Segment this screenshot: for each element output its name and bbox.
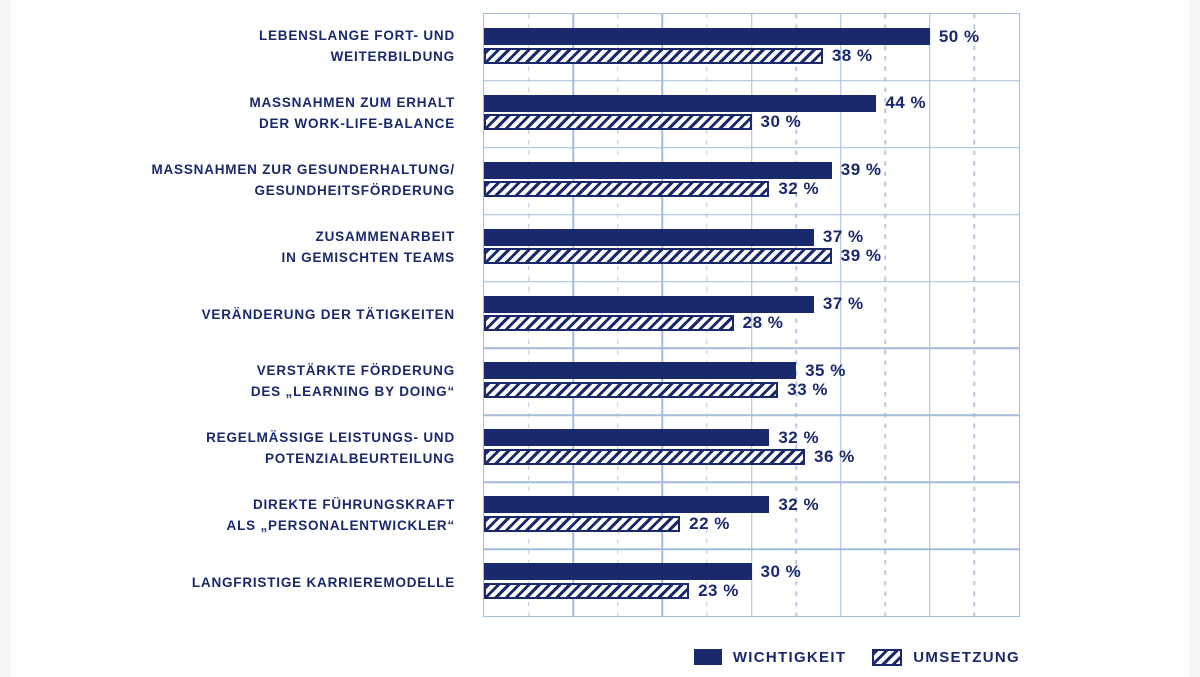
implementation-bar <box>484 515 681 532</box>
importance-bar <box>484 161 832 179</box>
importance-value: 35 % <box>805 360 846 380</box>
legend-hatched-swatch-icon <box>872 648 903 666</box>
implementation-bar <box>484 47 823 64</box>
bar-row: 30 % 23 % <box>484 549 1019 616</box>
category-label: LANGFRISTIGE KARRIEREMODELLE <box>191 574 455 590</box>
gridline-solid <box>750 14 753 616</box>
category-label: ZUSAMMENARBEIT IN GEMISCHTEN TEAMS <box>281 228 455 265</box>
importance-bar <box>484 228 814 246</box>
importance-value: 32 % <box>778 427 820 447</box>
label-row: VERSTÄRKTE FÖRDERUNG DES „LEARNING BY DO… <box>0 349 455 416</box>
row-separator <box>484 347 1019 350</box>
page-edge-strip-right <box>1189 0 1200 677</box>
legend-label-wichtigkeit: WICHTIGKEIT <box>732 648 847 666</box>
implementation-value: 22 % <box>689 513 730 533</box>
importance-value: 44 % <box>885 93 927 113</box>
label-row: DIREKTE FÜHRUNGSKRAFT ALS „PERSONALENTWI… <box>0 483 455 550</box>
importance-value: 30 % <box>760 561 802 581</box>
category-label: VERSTÄRKTE FÖRDERUNG DES „LEARNING BY DO… <box>250 363 455 400</box>
implementation-bar <box>484 582 690 599</box>
gridline-solid <box>572 14 574 616</box>
importance-bar <box>484 295 814 313</box>
row-separator <box>484 280 1019 283</box>
gridline-solid <box>839 14 842 616</box>
implementation-bar <box>484 315 734 332</box>
implementation-value: 23 % <box>698 580 739 600</box>
bar-row: 35 % 33 % <box>484 348 1019 415</box>
label-row: REGELMÄSSIGE LEISTUNGS- UND POTENZIALBEU… <box>0 416 455 483</box>
bar-row: 39 % 32 % <box>484 148 1019 215</box>
category-label: VERÄNDERUNG DER TÄTIGKEITEN <box>201 306 455 322</box>
implementation-bar <box>484 114 752 131</box>
importance-bar <box>484 362 797 380</box>
gridline-dashed <box>795 14 797 616</box>
row-separator <box>484 80 1019 82</box>
label-row: LANGFRISTIGE KARRIEREMODELLE <box>0 550 455 617</box>
category-label: REGELMÄSSIGE LEISTUNGS- UND POTENZIALBEU… <box>206 430 455 467</box>
bar-row: 37 % 28 % <box>484 282 1019 349</box>
implementation-bar <box>484 381 779 398</box>
category-label: DIREKTE FÜHRUNGSKRAFT ALS „PERSONALENTWI… <box>226 497 455 534</box>
chart-plot-area: 50 % 38 % 44 % 30 % 39 % 32 % 37 % 39 % 37 % 28 %… <box>483 13 1020 617</box>
importance-bar <box>484 496 770 514</box>
implementation-bar <box>484 181 770 198</box>
importance-value: 37 % <box>822 227 864 247</box>
label-row: MASSNAHMEN ZUM ERHALT DER WORK-LIFE-BALA… <box>0 80 455 147</box>
legend: WICHTIGKEIT UMSETZUNG <box>483 647 1020 667</box>
category-label: MASSNAHMEN ZUR GESUNDERHALTUNG/ GESUNDHE… <box>151 161 455 198</box>
row-separator <box>484 548 1019 550</box>
implementation-value: 32 % <box>778 179 820 199</box>
importance-value: 50 % <box>938 26 980 46</box>
label-row: ZUSAMMENARBEIT IN GEMISCHTEN TEAMS <box>0 214 455 281</box>
category-label-column: LEBENSLANGE FORT- UND WEITERBILDUNG MASSN… <box>0 13 455 617</box>
row-separator <box>484 481 1019 483</box>
category-label: LEBENSLANGE FORT- UND WEITERBILDUNG <box>258 27 455 64</box>
gridline-dashed <box>617 14 619 616</box>
legend-item-wichtigkeit: WICHTIGKEIT <box>693 648 847 666</box>
importance-bar <box>484 563 752 581</box>
gridline-dashed <box>884 14 886 616</box>
row-separator <box>484 213 1019 216</box>
legend-solid-swatch-icon <box>693 649 722 665</box>
importance-value: 32 % <box>778 494 820 514</box>
bar-row: 44 % 30 % <box>484 81 1019 148</box>
implementation-value: 39 % <box>840 246 882 266</box>
implementation-value: 33 % <box>787 379 828 399</box>
importance-bar <box>484 28 930 45</box>
bar-row: 32 % 36 % <box>484 415 1019 482</box>
implementation-value: 38 % <box>831 45 873 65</box>
row-separator <box>484 414 1019 417</box>
gridline-dashed <box>527 14 530 616</box>
row-separator <box>484 147 1019 149</box>
implementation-bar <box>484 448 805 465</box>
bar-row: 50 % 38 % <box>484 14 1019 81</box>
importance-value: 37 % <box>822 294 864 314</box>
label-row: MASSNAHMEN ZUR GESUNDERHALTUNG/ GESUNDHE… <box>0 147 455 214</box>
gridline-dashed <box>973 14 976 616</box>
implementation-value: 28 % <box>742 313 784 333</box>
label-row: LEBENSLANGE FORT- UND WEITERBILDUNG <box>0 13 455 80</box>
implementation-bar <box>484 248 832 265</box>
bar-row: 32 % 22 % <box>484 482 1019 549</box>
gridline-dashed <box>706 14 708 616</box>
page-edge-strip-left <box>0 0 11 677</box>
implementation-value: 36 % <box>814 446 855 466</box>
importance-value: 39 % <box>840 160 882 180</box>
gridline-solid <box>929 14 931 616</box>
implementation-value: 30 % <box>760 112 802 132</box>
legend-item-umsetzung: UMSETZUNG <box>872 648 1020 666</box>
gridline-solid <box>661 14 664 616</box>
importance-bar <box>484 94 877 112</box>
importance-bar <box>484 429 770 447</box>
legend-label-umsetzung: UMSETZUNG <box>913 648 1020 666</box>
label-row: VERÄNDERUNG DER TÄTIGKEITEN <box>0 281 455 348</box>
category-label: MASSNAHMEN ZUM ERHALT DER WORK-LIFE-BALA… <box>249 94 455 131</box>
bar-row: 37 % 39 % <box>484 215 1019 282</box>
